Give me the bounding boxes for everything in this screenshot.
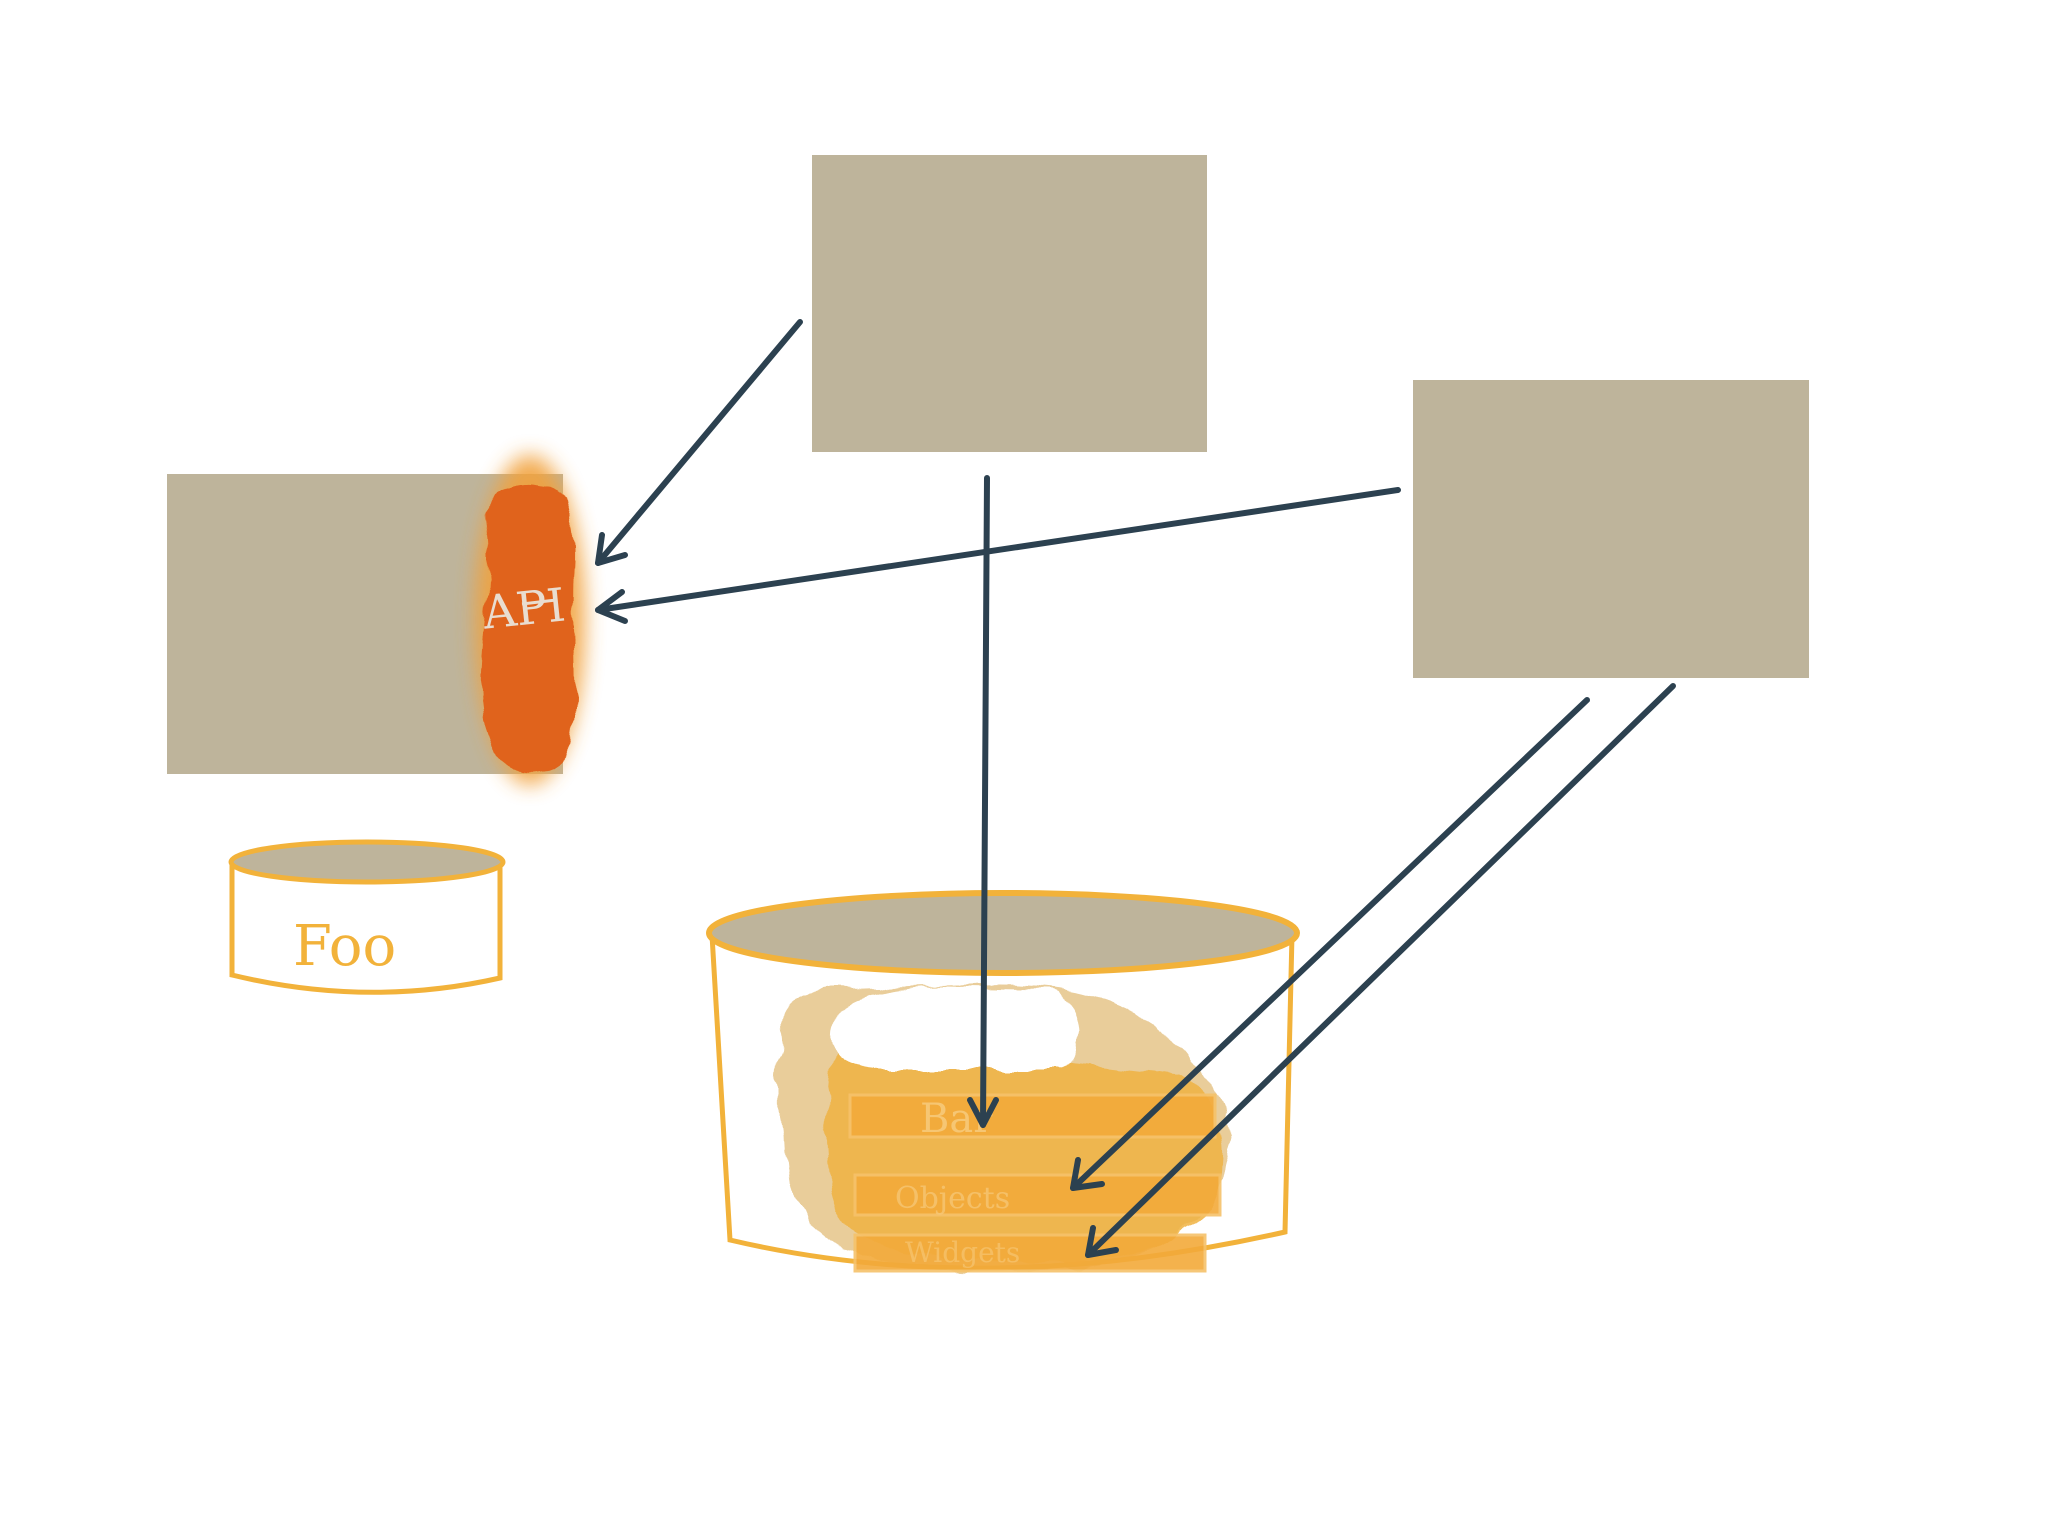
foo-database: Foo — [228, 839, 506, 995]
api-blob — [475, 455, 585, 785]
db-row-bar — [848, 1093, 1217, 1139]
main-database: Bar Objects Widgets — [706, 890, 1300, 1273]
arrow-top-to-bar-row — [967, 475, 999, 1128]
top-service-box — [812, 155, 1207, 452]
foo-database-label: Foo — [293, 914, 396, 979]
arrow-right-to-api — [595, 487, 1401, 624]
main-database-contents: Bar Objects Widgets — [776, 985, 1230, 1273]
right-service-box — [1413, 380, 1809, 678]
db-row-widgets — [853, 1233, 1207, 1273]
db-row-widgets-label: Widgets — [905, 1236, 1020, 1269]
main-database-top — [706, 890, 1300, 976]
api-label: API — [479, 577, 568, 639]
db-row-objects-label: Objects — [895, 1181, 1010, 1216]
api-service-group: API — [167, 455, 585, 785]
arrow-top-to-api — [595, 319, 803, 566]
arrow-right-to-objects-row — [1070, 697, 1590, 1191]
arrows — [595, 319, 1676, 1258]
arrow-right-to-widgets-row — [1085, 683, 1676, 1258]
api-label-underline — [521, 598, 557, 606]
foo-database-top — [228, 839, 506, 885]
